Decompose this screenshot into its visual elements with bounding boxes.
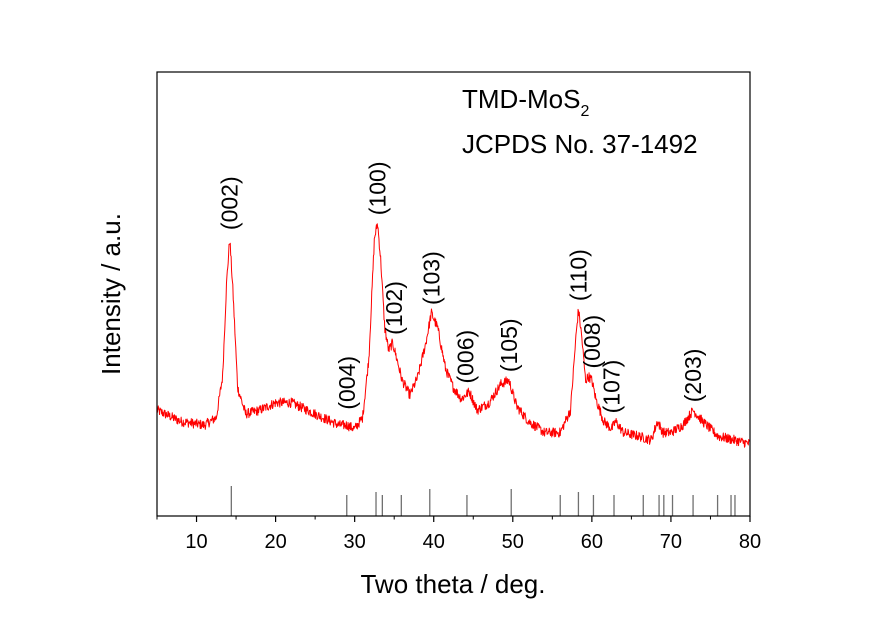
- peak-label: (002): [217, 176, 243, 230]
- series-layer: [156, 223, 751, 448]
- peak-label: (203): [680, 349, 706, 403]
- plot-frame: [156, 71, 751, 517]
- peak-label: (105): [496, 318, 522, 372]
- x-axis-ticks: 10 20 30 40 50 60 70 80: [156, 516, 761, 553]
- legend-line-2: JCPDS No. 37-1492: [462, 129, 698, 159]
- x-tick-label-70: 70: [660, 531, 682, 553]
- x-tick-label-60: 60: [581, 531, 603, 553]
- legend-line-1: TMD-MoS2: [462, 84, 589, 120]
- x-tick-label-10: 10: [185, 531, 207, 553]
- x-axis-label: Two theta / deg.: [360, 569, 545, 599]
- peak-label: (103): [418, 251, 444, 305]
- peak-label: (004): [334, 356, 360, 410]
- xrd-pattern-line: [156, 223, 751, 448]
- peak-label: (102): [381, 281, 407, 335]
- x-tick-label-80: 80: [739, 531, 761, 553]
- legend-line-1-main: TMD-MoS: [462, 84, 580, 114]
- peak-label: (008): [579, 315, 605, 369]
- peak-labels: (002) (004) (100) (102) (103) (006) (105) (110)…: [217, 162, 706, 414]
- peak-label: (006): [452, 330, 478, 384]
- x-tick-label-20: 20: [264, 531, 286, 553]
- reference-lines: [230, 486, 736, 516]
- x-tick-label-40: 40: [423, 531, 445, 553]
- peak-label: (107): [599, 360, 625, 414]
- y-axis-label: Intensity / a.u.: [96, 213, 126, 375]
- x-tick-label-50: 50: [502, 531, 524, 553]
- x-tick-label-30: 30: [344, 531, 366, 553]
- legend-line-1-subscript: 2: [580, 103, 589, 120]
- peak-label: (110): [565, 249, 591, 301]
- peak-label: (100): [365, 162, 391, 216]
